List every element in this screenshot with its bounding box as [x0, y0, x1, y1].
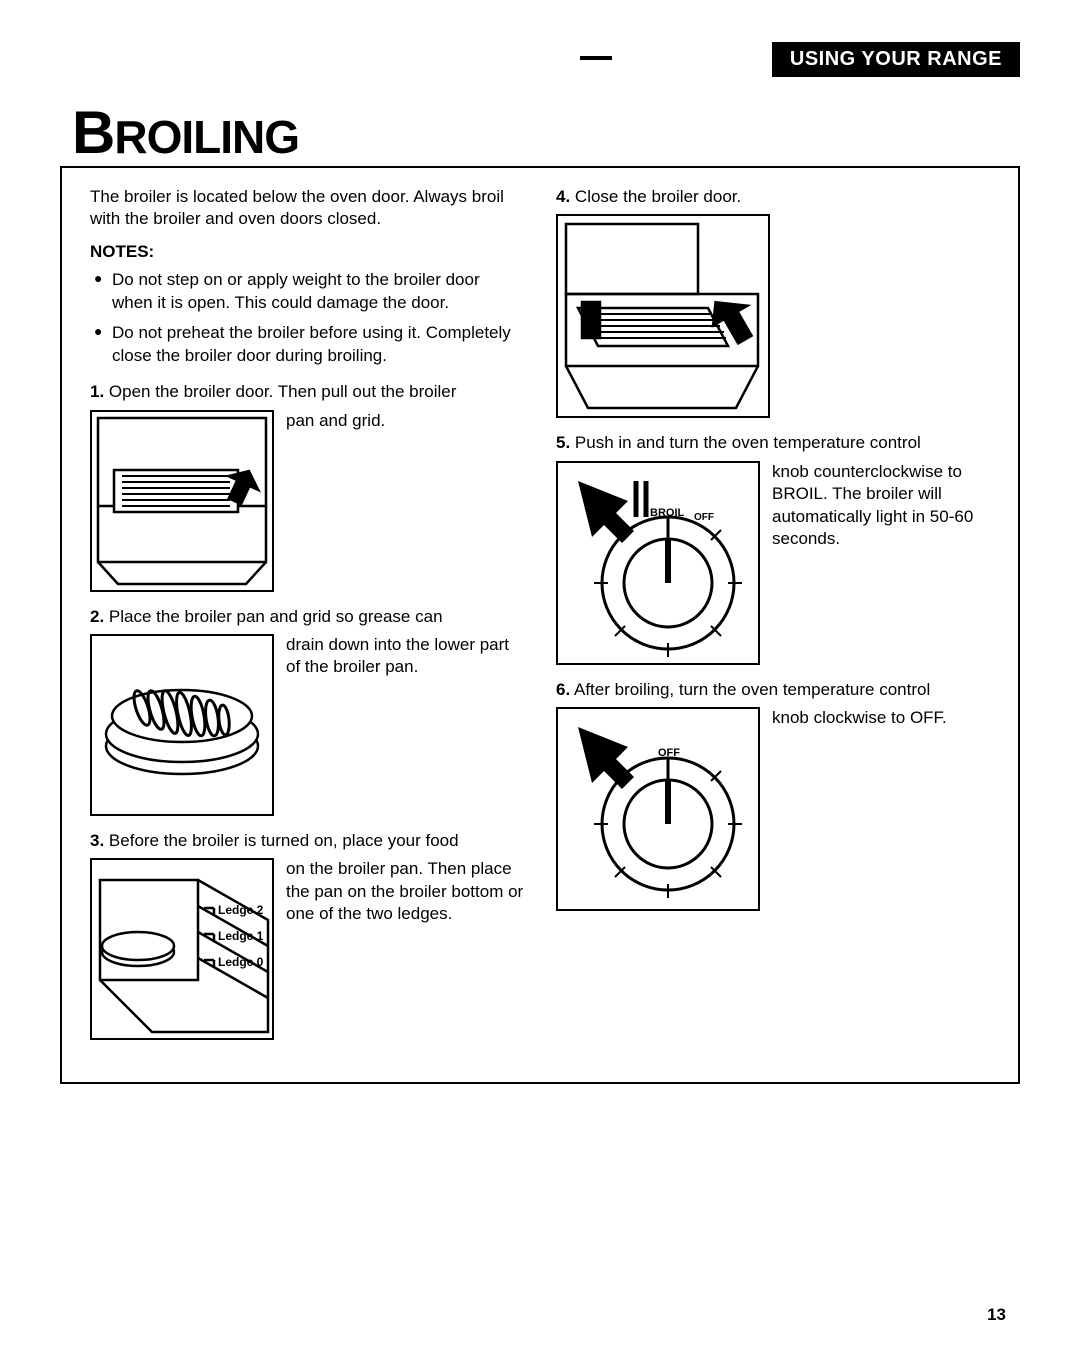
- close-door-icon: [558, 216, 768, 416]
- dial-off-label: OFF: [694, 512, 714, 523]
- step-num: 6.: [556, 680, 570, 699]
- notes-label: NOTES:: [90, 241, 524, 263]
- step-3: 3. Before the broiler is turned on, plac…: [90, 830, 524, 1040]
- figure-4: [556, 214, 770, 418]
- figure-6: OFF: [556, 707, 760, 911]
- arrow-ccw-icon: [578, 481, 634, 543]
- figure-1: [90, 410, 274, 592]
- ledge-1-label: Ledge 1: [218, 929, 264, 943]
- right-column: 4. Close the broiler door.: [556, 186, 990, 1054]
- ledges-icon: Ledge 2 Ledge 1 Ledge 0: [92, 860, 272, 1038]
- dial-off-icon: OFF: [558, 709, 758, 909]
- dial-broil-label: BROIL: [650, 507, 685, 519]
- ledge-2-label: Ledge 2: [218, 903, 264, 917]
- step-1: 1. Open the broiler door. Then pull out …: [90, 381, 524, 591]
- title-rest: ROILING: [114, 111, 299, 163]
- page-title: BROILING: [60, 110, 1020, 168]
- step-2-cont: drain down into the lower part of the br…: [286, 634, 524, 679]
- knob-lines: [636, 481, 646, 517]
- arrow-cw-icon: [578, 727, 634, 789]
- step-lead: Place the broiler pan and grid so grease…: [109, 607, 443, 626]
- ledge-0-label: Ledge 0: [218, 955, 264, 969]
- left-column: The broiler is located below the oven do…: [90, 186, 524, 1054]
- step-2: 2. Place the broiler pan and grid so gre…: [90, 606, 524, 816]
- step-4: 4. Close the broiler door.: [556, 186, 990, 418]
- dash-mark: [580, 56, 612, 60]
- note-item: Do not preheat the broiler before using …: [94, 322, 524, 367]
- step-lead: After broiling, turn the oven temperatur…: [574, 680, 930, 699]
- step-3-cont: on the broiler pan. Then place the pan o…: [286, 858, 524, 925]
- step-num: 1.: [90, 382, 104, 401]
- step-6-cont: knob clockwise to OFF.: [772, 707, 947, 729]
- figure-5: BROIL OFF: [556, 461, 760, 665]
- step-lead: Before the broiler is turned on, place y…: [109, 831, 459, 850]
- step-5: 5. Push in and turn the oven temperature…: [556, 432, 990, 664]
- step-6: 6. After broiling, turn the oven tempera…: [556, 679, 990, 911]
- figure-2: [90, 634, 274, 816]
- broiler-open-icon: [92, 412, 272, 590]
- notes-list: Do not step on or apply weight to the br…: [90, 269, 524, 367]
- intro-text: The broiler is located below the oven do…: [90, 186, 524, 231]
- dial-broil-icon: BROIL OFF: [558, 463, 758, 663]
- step-lead: Open the broiler door. Then pull out the…: [109, 382, 456, 401]
- section-header: USING YOUR RANGE: [772, 42, 1020, 77]
- dial-off-top-label: OFF: [658, 747, 680, 759]
- content-box: The broiler is located below the oven do…: [60, 168, 1020, 1084]
- step-1-cont: pan and grid.: [286, 410, 385, 432]
- step-5-cont: knob counterclockwise to BROIL. The broi…: [772, 461, 990, 551]
- step-num: 5.: [556, 433, 570, 452]
- broiler-pan-icon: [92, 636, 272, 814]
- step-num: 3.: [90, 831, 104, 850]
- page-number: 13: [987, 1305, 1006, 1325]
- note-item: Do not step on or apply weight to the br…: [94, 269, 524, 314]
- step-num: 2.: [90, 607, 104, 626]
- figure-3: Ledge 2 Ledge 1 Ledge 0: [90, 858, 274, 1040]
- step-lead: Push in and turn the oven temperature co…: [575, 433, 921, 452]
- step-num: 4.: [556, 187, 570, 206]
- step-lead: Close the broiler door.: [575, 187, 741, 206]
